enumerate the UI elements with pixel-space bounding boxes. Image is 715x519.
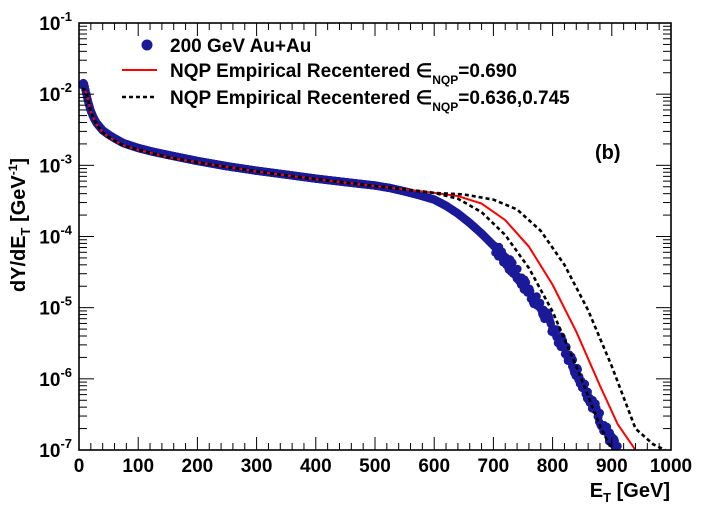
- y-tick-exponent: -2: [60, 80, 72, 95]
- ticks-layer: [78, 23, 672, 451]
- x-tick-label: 0: [74, 456, 85, 477]
- y-tick-base: 10: [39, 156, 60, 177]
- y-axis-title-sup: -1: [6, 164, 20, 175]
- legend-label-dashed-text: NQP Empirical Recentered: [170, 88, 416, 109]
- data-point: [521, 278, 531, 287]
- legend-label-dashed-epsilon: ∈: [416, 88, 433, 109]
- data-point: [595, 408, 605, 418]
- x-tick-label: 600: [418, 456, 450, 477]
- x-axis-title-base: E: [590, 480, 603, 502]
- data-point: [513, 264, 522, 274]
- x-tick-label: 700: [478, 456, 510, 477]
- y-tick-exponent: -4: [60, 223, 72, 238]
- y-tick-exponent: -1: [60, 9, 72, 24]
- y-tick-exponent: -5: [60, 294, 72, 309]
- y-tick-labels: 10-710-610-510-410-310-210-1: [39, 9, 72, 462]
- x-tick-label: 400: [300, 456, 332, 477]
- y-tick-base: 10: [39, 85, 60, 106]
- y-tick-base: 10: [39, 228, 60, 249]
- data-point: [532, 292, 541, 301]
- x-axis-title: ET [GeV]: [590, 480, 670, 505]
- y-tick-label: 10-2: [39, 80, 72, 106]
- x-tick-label: 500: [359, 456, 391, 477]
- y-axis-title-sub: T: [18, 227, 33, 235]
- y-tick-label: 10-1: [39, 9, 72, 35]
- x-tick-label: 300: [241, 456, 273, 477]
- series-line-solid: [81, 87, 637, 450]
- x-tick-label: 1000: [650, 456, 692, 477]
- legend-label-dashed-value: =0.636,0.745: [458, 88, 570, 109]
- legend-label-solid: NQP Empirical Recentered ∈NQP=0.690: [170, 61, 517, 87]
- series-line-dashed: [81, 87, 666, 450]
- legend-label-dashed-sub: NQP: [432, 100, 458, 114]
- y-tick-label: 10-7: [39, 436, 72, 462]
- legend-marker-au-au: [141, 39, 153, 51]
- x-tick-label: 900: [596, 456, 628, 477]
- data-point: [573, 365, 583, 374]
- y-tick-exponent: -6: [60, 365, 72, 380]
- data-point: [613, 441, 622, 450]
- y-tick-exponent: -3: [60, 151, 72, 166]
- legend-label-solid-value: =0.690: [458, 61, 517, 82]
- y-tick-base: 10: [39, 370, 60, 391]
- x-tick-labels: 0 100 200 300 400 500 600 700 800 900 1000: [74, 456, 692, 477]
- y-axis-title-b: [GeV: [8, 175, 30, 228]
- legend-label-solid-epsilon: ∈: [416, 61, 433, 82]
- y-tick-label: 10-5: [39, 294, 72, 320]
- y-tick-label: 10-3: [39, 151, 72, 177]
- y-axis-title: dY/dET [GeV-1]: [6, 158, 33, 292]
- legend: 200 GeV Au+Au NQP Empirical Recentered ∈…: [122, 36, 570, 114]
- data-layer: [79, 78, 666, 450]
- panel-label: (b): [595, 142, 621, 164]
- y-tick-label: 10-4: [39, 223, 72, 249]
- y-tick-base: 10: [39, 14, 60, 35]
- y-tick-exponent: -7: [60, 436, 72, 451]
- y-tick-base: 10: [39, 299, 60, 320]
- y-axis-title-a: dY/dE: [8, 235, 30, 292]
- y-tick-label: 10-6: [39, 365, 72, 391]
- legend-label-dashed: NQP Empirical Recentered ∈NQP=0.636,0.74…: [170, 88, 570, 114]
- x-tick-label: 100: [122, 456, 154, 477]
- legend-label-au-au: 200 GeV Au+Au: [170, 36, 311, 57]
- x-tick-label: 800: [537, 456, 569, 477]
- legend-label-solid-text: NQP Empirical Recentered: [170, 61, 416, 82]
- x-tick-label: 200: [182, 456, 214, 477]
- y-tick-base: 10: [39, 441, 60, 462]
- data-point: [508, 258, 517, 268]
- y-axis-title-c: ]: [8, 158, 30, 165]
- legend-label-solid-sub: NQP: [432, 73, 458, 87]
- x-axis-title-rest: [GeV]: [611, 480, 670, 502]
- x-axis-title-sub: T: [603, 490, 611, 505]
